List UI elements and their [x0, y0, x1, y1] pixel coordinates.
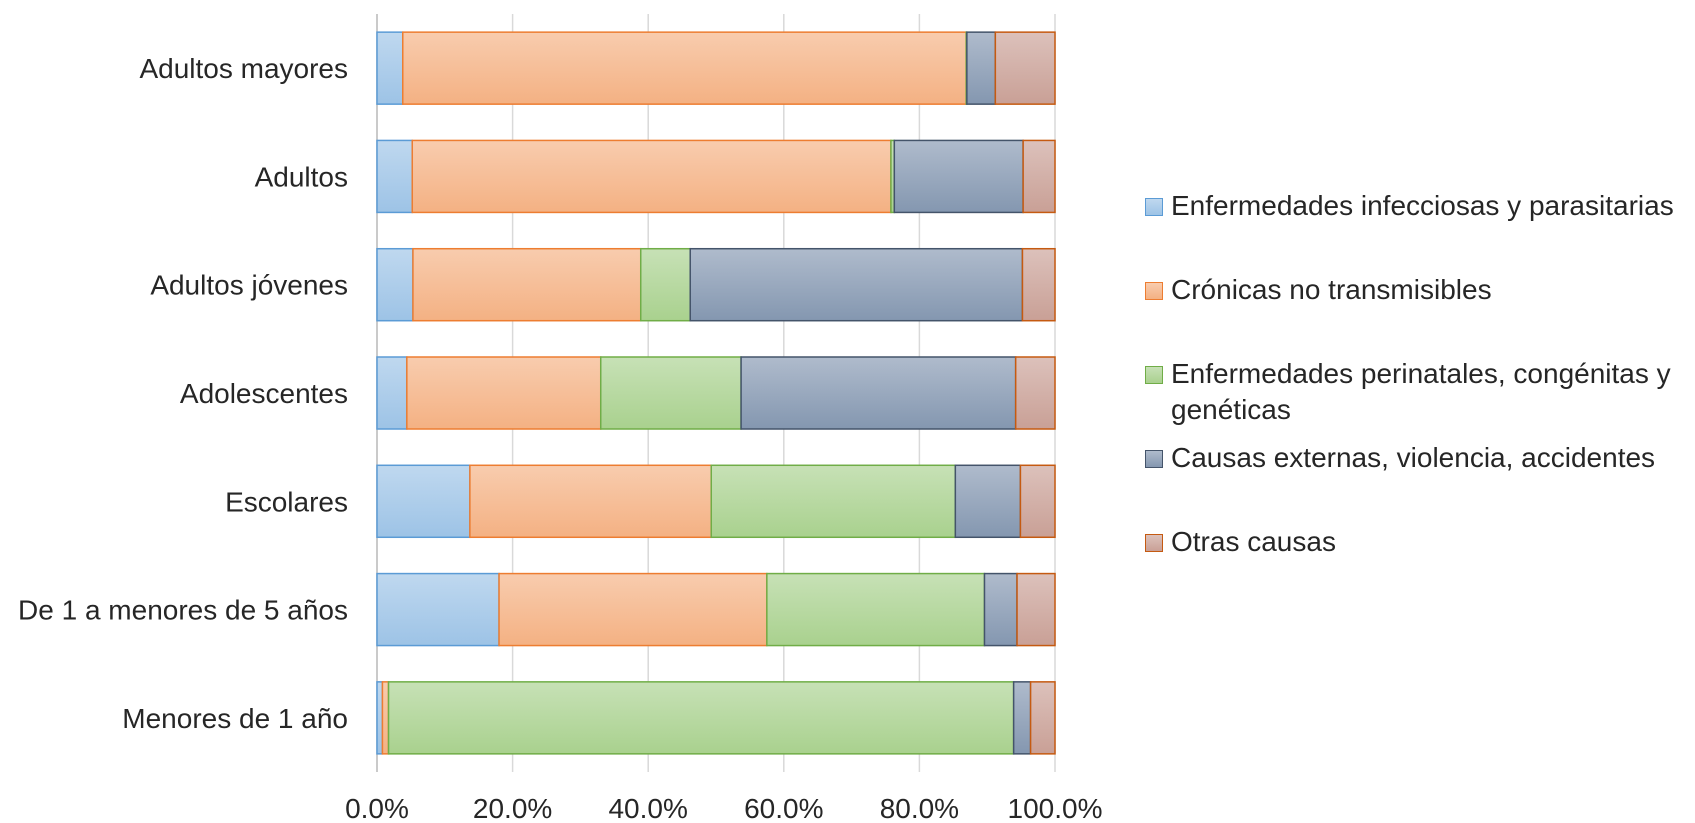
category-label: Adultos mayores [139, 53, 348, 84]
bar-segment [376, 356, 408, 430]
bar-segment [966, 31, 997, 105]
legend-label-line: Crónicas no transmisibles [1171, 274, 1492, 305]
legend-label-line: Enfermedades infecciosas y parasitarias [1171, 190, 1674, 221]
bar-segment [1021, 247, 1056, 322]
category-label: De 1 a menores de 5 años [18, 595, 348, 626]
bar-segment [412, 247, 642, 322]
bar-segment [599, 356, 742, 430]
bar-segment [376, 139, 414, 214]
legend-swatch [1145, 534, 1163, 552]
bars [376, 31, 1056, 755]
legend-swatch [1145, 450, 1163, 468]
bar-segment [1029, 681, 1056, 755]
legend-swatch [1145, 366, 1163, 384]
bar-segment [639, 247, 691, 322]
category-labels: Menores de 1 año De 1 a menores de 5 años… [18, 53, 348, 734]
x-tick-labels: 0.0% 20.0% 40.0% 60.0% 80.0% 100.0% [345, 793, 1102, 823]
category-label: Adolescentes [180, 378, 348, 409]
bar-segment [498, 572, 768, 647]
bar-segment [1016, 572, 1056, 647]
x-tick-label: 20.0% [473, 793, 552, 823]
legend-item: Crónicas no transmisibles [1145, 272, 1693, 308]
legend-label-line: Otras causas [1171, 526, 1336, 557]
x-tick-label: 100.0% [1008, 793, 1103, 823]
legend-item: Causas externas, violencia, accidentes [1145, 440, 1693, 476]
legend-label: Causas externas, violencia, accidentes [1171, 440, 1655, 476]
legend-label: Enfermedades infecciosas y parasitarias [1171, 188, 1674, 224]
legend-label: Enfermedades perinatales, congénitas y ge… [1171, 356, 1671, 428]
legend-item: Enfermedades perinatales, congénitas y ge… [1145, 356, 1693, 428]
bar-segment [893, 139, 1024, 214]
bar-segment [954, 464, 1022, 539]
x-tick-label: 0.0% [345, 793, 409, 823]
legend-swatch [1145, 282, 1163, 300]
category-label: Escolares [225, 486, 348, 517]
bar-segment [710, 464, 957, 539]
bar-segment [387, 681, 1015, 755]
bar-segment [376, 247, 414, 322]
legend-item: Otras causas [1145, 524, 1693, 560]
bar-segment [376, 572, 500, 647]
bar-segment [1022, 139, 1056, 214]
bar-segment [983, 572, 1018, 647]
category-label: Menores de 1 año [122, 703, 348, 734]
bar-segment [740, 356, 1017, 430]
legend-label: Otras causas [1171, 524, 1336, 560]
bar-segment [469, 464, 713, 539]
bar-segment [766, 572, 986, 647]
legend-label: Crónicas no transmisibles [1171, 272, 1492, 308]
bar-segment [402, 31, 967, 105]
bar-segment [1014, 356, 1056, 430]
legend-label-line: genéticas [1171, 394, 1291, 425]
bar-segment [411, 139, 892, 214]
category-label: Adultos jóvenes [150, 270, 348, 301]
legend-item: Enfermedades infecciosas y parasitarias [1145, 188, 1693, 224]
legend-label-line: Enfermedades perinatales, congénitas y [1171, 358, 1671, 389]
x-tick-label: 40.0% [608, 793, 687, 823]
bar-segment [376, 464, 471, 539]
bar-segment [381, 681, 390, 755]
x-tick-label: 80.0% [880, 793, 959, 823]
x-tick-label: 60.0% [744, 793, 823, 823]
bar-segment [689, 247, 1024, 322]
legend: Enfermedades infecciosas y parasitarias C… [1145, 188, 1693, 560]
legend-label-line: Causas externas, violencia, accidentes [1171, 442, 1656, 473]
bar-segment [994, 31, 1056, 105]
bar-segment [376, 31, 404, 105]
bar-segment [1012, 681, 1032, 755]
legend-swatch [1145, 198, 1163, 216]
bar-segment [1019, 464, 1056, 539]
bar-segment [376, 681, 384, 755]
bar-segment [406, 356, 602, 430]
category-label: Adultos [255, 161, 348, 192]
